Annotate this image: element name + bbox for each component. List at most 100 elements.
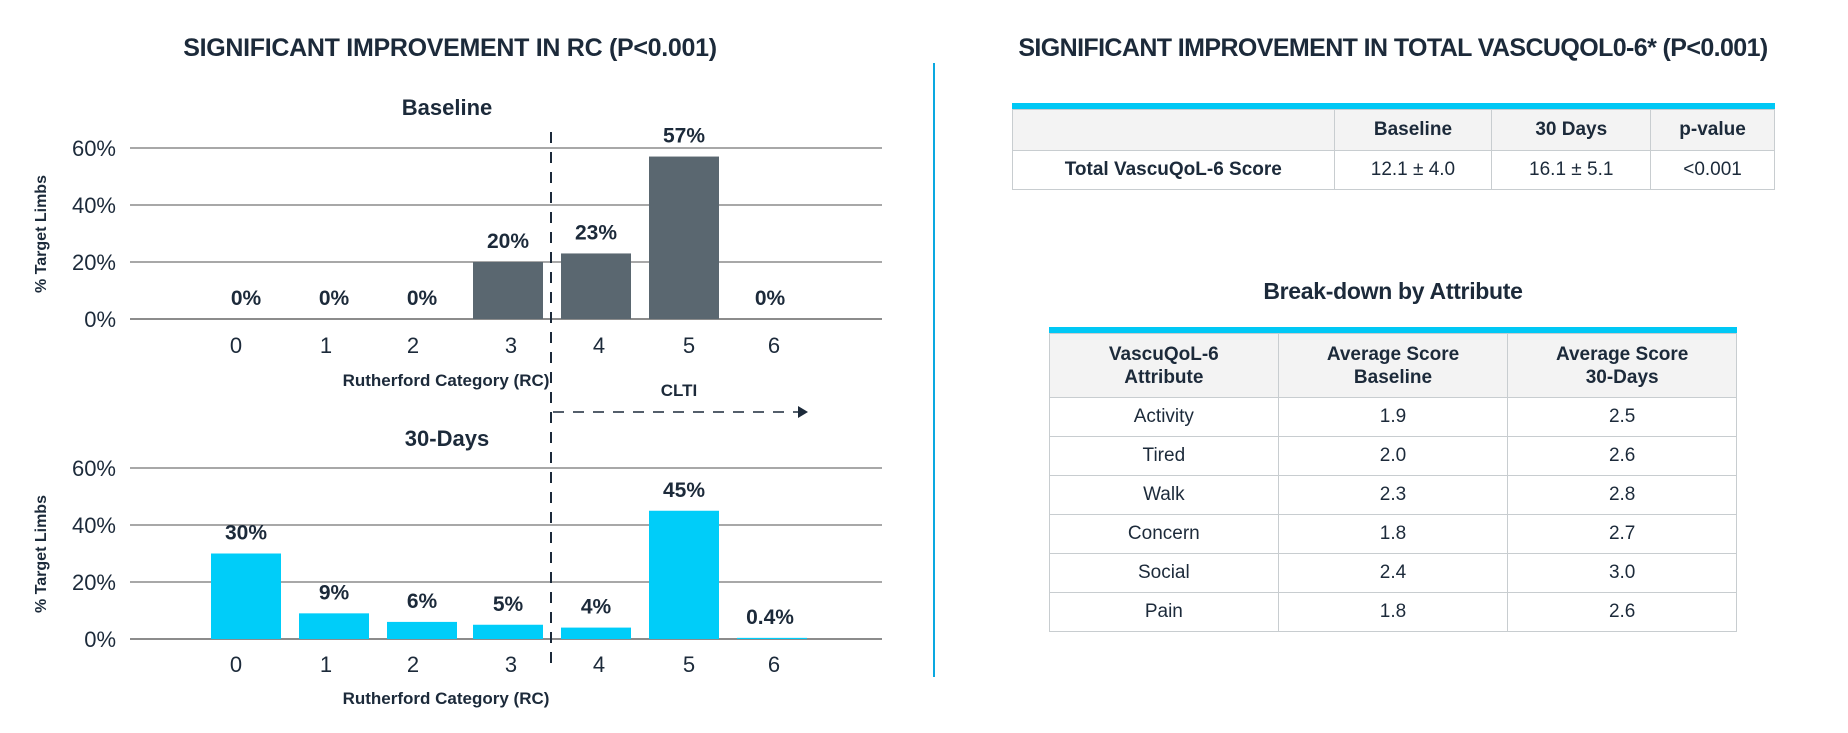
score-table-header: Baseline 30 Days p-value — [1012, 109, 1775, 151]
header-cell-p-value: p-value — [1650, 109, 1775, 151]
y-tick-label: 20% — [72, 570, 116, 595]
x-tick-label: 2 — [407, 333, 419, 358]
row-label: Total VascuQoL-6 Score — [1012, 150, 1335, 190]
y-tick-label: 20% — [72, 250, 116, 275]
chart-title: 30-Days — [405, 426, 489, 451]
bar-rc-4 — [561, 253, 631, 319]
y-tick-label: 60% — [72, 456, 116, 481]
header-line: 30-Days — [1585, 366, 1659, 388]
bar-rc-2 — [387, 621, 457, 639]
y-tick-label: 40% — [72, 193, 116, 218]
bar-value-label: 9% — [319, 581, 350, 604]
bar-value-label: 4% — [581, 596, 612, 619]
bar-value-label: 20% — [487, 230, 529, 253]
x-tick-label: 0 — [230, 652, 242, 677]
x-tick-label: 6 — [768, 652, 780, 677]
x-tick-label: 3 — [505, 333, 517, 358]
y-tick-label: 0% — [84, 627, 116, 652]
clti-label: CLTI — [661, 381, 698, 400]
bar-rc-0 — [211, 553, 281, 639]
y-axis-label: % Target Limbs — [33, 175, 50, 293]
header-cell-empty — [1012, 109, 1335, 151]
bar-rc-5 — [649, 510, 719, 639]
bar-value-label: 6% — [407, 590, 438, 613]
bar-value-label: 0% — [407, 287, 438, 310]
bar-value-label: 45% — [663, 479, 705, 502]
attribute-table: VascuQoL-6 Attribute Average Score Baselin… — [1049, 333, 1737, 632]
attribute-name: Walk — [1049, 475, 1279, 515]
score-table-accent-bar — [1012, 103, 1775, 109]
bar-rc-4 — [561, 627, 631, 639]
baseline-value: 2.3 — [1277, 475, 1509, 515]
thirty-day-chart: 30-Days 0% 20% 40% 60% % Target Limbs 30% 0 9% 1 6… — [33, 426, 882, 708]
baseline-chart: Baseline 0% 20% 40% 60% % Target Limbs 0% 0 0% 1 0… — [33, 95, 882, 390]
bar-rc-6 — [737, 637, 807, 639]
header-line: VascuQoL-6 — [1108, 343, 1219, 365]
chart-title: Baseline — [402, 95, 493, 120]
baseline-value: 1.8 — [1277, 514, 1509, 554]
table-row: Total VascuQoL-6 Score 12.1 ± 4.0 16.1 ±… — [1012, 150, 1775, 190]
y-tick-label: 40% — [72, 513, 116, 538]
header-line: Average Score — [1555, 343, 1689, 365]
bar-value-label: 5% — [493, 593, 524, 616]
attribute-table-header: VascuQoL-6 Attribute Average Score Baselin… — [1049, 333, 1737, 398]
y-tick-label: 0% — [84, 307, 116, 332]
attribute-name: Tired — [1049, 436, 1279, 476]
clti-annotation: CLTI — [550, 132, 808, 672]
arrow-right-icon — [798, 406, 808, 418]
bar-value-label: 0% — [755, 287, 786, 310]
bar-value-label: 0% — [231, 287, 262, 310]
thirty-day-value: 2.8 — [1507, 475, 1737, 515]
x-tick-label: 4 — [593, 333, 605, 358]
p-value: <0.001 — [1650, 150, 1775, 190]
x-tick-label: 5 — [683, 333, 695, 358]
bar-rc-3 — [473, 262, 543, 319]
bar-value-label: 57% — [663, 125, 705, 148]
x-tick-label: 4 — [593, 652, 605, 677]
bar-rc-5 — [649, 156, 719, 319]
table-row: Social 2.4 3.0 — [1049, 553, 1737, 593]
thirty-day-value: 2.7 — [1507, 514, 1737, 554]
thirty-day-score: 16.1 ± 5.1 — [1491, 150, 1652, 190]
table-row: Walk 2.3 2.8 — [1049, 475, 1737, 515]
table-row: Tired 2.0 2.6 — [1049, 436, 1737, 476]
x-tick-label: 0 — [230, 333, 242, 358]
attribute-name: Concern — [1049, 514, 1279, 554]
x-tick-label: 6 — [768, 333, 780, 358]
baseline-value: 2.4 — [1277, 553, 1509, 593]
thirty-day-value: 2.5 — [1507, 397, 1737, 437]
header-line: Attribute — [1124, 366, 1204, 388]
bar-rc-3 — [473, 624, 543, 639]
attribute-name: Social — [1049, 553, 1279, 593]
thirty-day-value: 3.0 — [1507, 553, 1737, 593]
x-tick-label: 5 — [683, 652, 695, 677]
attribute-table-accent-bar — [1049, 327, 1737, 333]
bar-value-label: 30% — [225, 522, 267, 545]
baseline-score: 12.1 ± 4.0 — [1333, 150, 1493, 190]
bar-value-label: 0.4% — [746, 606, 794, 629]
x-axis-label: Rutherford Category (RC) — [343, 689, 550, 708]
thirty-day-value: 2.6 — [1507, 436, 1737, 476]
baseline-value: 1.9 — [1277, 397, 1509, 437]
thirty-day-value: 2.6 — [1507, 592, 1737, 632]
y-tick-label: 60% — [72, 136, 116, 161]
x-tick-label: 3 — [505, 652, 517, 677]
section-divider — [933, 63, 935, 677]
table-row: Activity 1.9 2.5 — [1049, 397, 1737, 437]
x-tick-label: 2 — [407, 652, 419, 677]
table-row: Pain 1.8 2.6 — [1049, 592, 1737, 632]
header-cell-30-days: 30 Days — [1491, 109, 1652, 151]
x-tick-label: 1 — [320, 333, 332, 358]
header-line: Baseline — [1353, 366, 1433, 388]
x-axis-label: Rutherford Category (RC) — [343, 371, 550, 390]
attribute-name: Activity — [1049, 397, 1279, 437]
score-table: Baseline 30 Days p-value Total VascuQoL-… — [1012, 109, 1775, 190]
rc-section-title: SIGNIFICANT IMPROVEMENT IN RC (P<0.001) — [183, 34, 717, 62]
header-line: Average Score — [1326, 343, 1460, 365]
header-cell-avg-30-days: Average Score 30-Days — [1507, 333, 1737, 398]
header-cell-avg-baseline: Average Score Baseline — [1277, 333, 1509, 398]
bar-value-label: 23% — [575, 221, 617, 244]
header-cell-baseline: Baseline — [1333, 109, 1493, 151]
table-row: Concern 1.8 2.7 — [1049, 514, 1737, 554]
